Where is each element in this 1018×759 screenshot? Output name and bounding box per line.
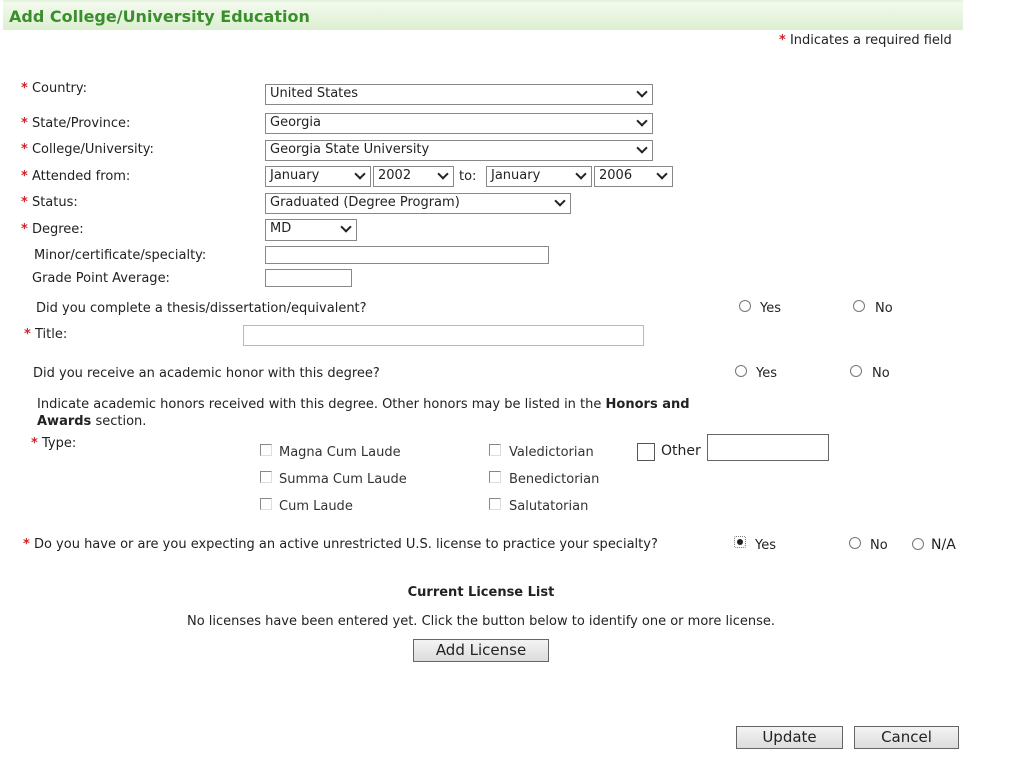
honor-yes-radio[interactable] xyxy=(735,365,747,377)
status-label: * Status: xyxy=(21,195,78,210)
country-label: * Country: xyxy=(21,81,88,96)
status-select[interactable]: Graduated (Degree Program) xyxy=(265,193,571,214)
add-license-button[interactable]: Add License xyxy=(413,639,549,662)
honor-yes-label: Yes xyxy=(756,366,777,381)
honor-no-label: No xyxy=(872,366,890,381)
summa-cum-laude-label: Summa Cum Laude xyxy=(279,472,407,487)
to-year-select[interactable]: 2006 xyxy=(594,166,673,187)
other-checkbox[interactable] xyxy=(637,443,655,461)
to-label: to: xyxy=(459,169,477,184)
degree-label: * Degree: xyxy=(21,222,84,237)
type-label: * Type: xyxy=(31,436,77,451)
thesis-yes-label: Yes xyxy=(760,301,781,316)
license-no-radio[interactable] xyxy=(849,537,861,549)
minor-label: Minor/certificate/specialty: xyxy=(34,248,207,263)
degree-select[interactable]: MD xyxy=(265,219,357,241)
thesis-yes-radio[interactable] xyxy=(739,300,751,312)
college-select[interactable]: Georgia State University xyxy=(265,140,653,161)
page-header: Add College/University Education xyxy=(3,0,963,30)
other-label: Other xyxy=(661,443,701,459)
from-month-select[interactable]: January xyxy=(265,166,371,187)
to-month-select[interactable]: January xyxy=(486,166,592,187)
thesis-no-radio[interactable] xyxy=(853,300,865,312)
salutatorian-label: Salutatorian xyxy=(509,499,589,514)
state-select[interactable]: Georgia xyxy=(265,113,653,134)
license-na-label: N/A xyxy=(931,537,956,553)
summa-cum-laude-checkbox[interactable] xyxy=(260,471,272,483)
cancel-button[interactable]: Cancel xyxy=(854,726,959,749)
magna-cum-laude-checkbox[interactable] xyxy=(260,444,272,456)
valedictorian-label: Valedictorian xyxy=(509,445,594,460)
valedictorian-checkbox[interactable] xyxy=(489,444,501,456)
required-note: * Indicates a required field xyxy=(779,33,952,48)
title-label: * Title: xyxy=(24,327,68,342)
license-empty-text: No licenses have been entered yet. Click… xyxy=(187,614,775,629)
thesis-question: Did you complete a thesis/dissertation/e… xyxy=(36,301,367,316)
from-year-select[interactable]: 2002 xyxy=(373,166,454,187)
cum-laude-label: Cum Laude xyxy=(279,499,353,514)
college-label: * College/University: xyxy=(21,142,154,157)
license-yes-radio[interactable] xyxy=(734,536,746,548)
other-input[interactable] xyxy=(707,434,829,461)
license-no-label: No xyxy=(870,538,888,553)
benedictorian-label: Benedictorian xyxy=(509,472,600,487)
honor-note: Indicate academic honors received with t… xyxy=(37,397,690,429)
benedictorian-checkbox[interactable] xyxy=(489,471,501,483)
license-na-radio[interactable] xyxy=(912,538,924,550)
country-select[interactable]: United States xyxy=(265,84,653,105)
minor-input[interactable] xyxy=(265,246,549,264)
license-question: * Do you have or are you expecting an ac… xyxy=(23,537,658,552)
gpa-label: Grade Point Average: xyxy=(32,271,170,286)
gpa-input[interactable] xyxy=(265,269,352,287)
salutatorian-checkbox[interactable] xyxy=(489,498,501,510)
honor-question: Did you receive an academic honor with t… xyxy=(33,366,380,381)
magna-cum-laude-label: Magna Cum Laude xyxy=(279,445,401,460)
update-button[interactable]: Update xyxy=(736,726,843,749)
cum-laude-checkbox[interactable] xyxy=(260,498,272,510)
license-yes-label: Yes xyxy=(755,538,776,553)
license-list-title: Current License List xyxy=(407,585,555,600)
honor-no-radio[interactable] xyxy=(850,365,862,377)
thesis-no-label: No xyxy=(875,301,893,316)
page-title: Add College/University Education xyxy=(9,7,310,26)
state-label: * State/Province: xyxy=(21,116,131,131)
title-input[interactable] xyxy=(243,325,644,346)
attended-label: * Attended from: xyxy=(21,169,131,184)
